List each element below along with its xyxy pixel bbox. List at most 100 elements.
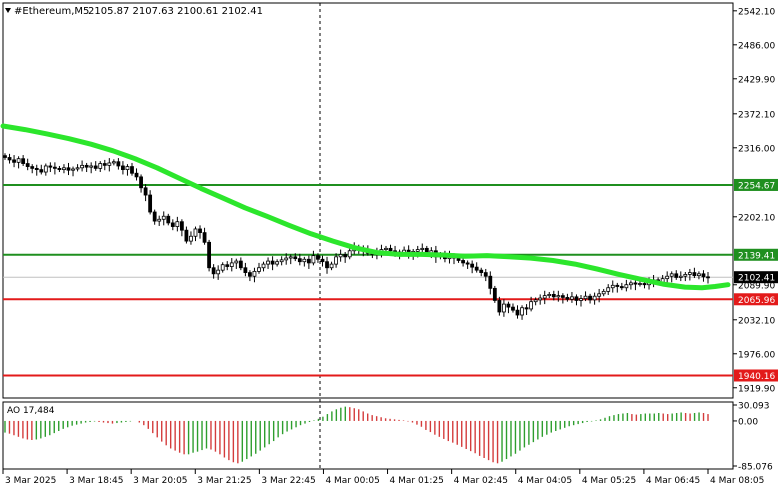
y-tick-label: 2202.10	[738, 213, 775, 223]
candle	[338, 254, 343, 258]
x-tick-label: 4 Mar 00:05	[325, 476, 379, 486]
candle	[456, 257, 461, 261]
candle	[134, 172, 139, 178]
ao-title: AO 17,484	[7, 406, 55, 416]
candle	[43, 165, 48, 173]
candle	[388, 247, 393, 252]
candle	[139, 176, 143, 189]
candle	[461, 260, 465, 264]
ao-y-tick-label: -85.076	[738, 463, 773, 473]
level-label-box	[734, 248, 778, 261]
level-label: 2254.67	[738, 181, 775, 191]
candle	[556, 295, 561, 298]
candle	[633, 282, 638, 285]
ao-y-tick-label: 30.093	[738, 402, 770, 412]
candle	[347, 250, 352, 258]
y-tick-label: 2089.90	[738, 281, 775, 291]
moving-average-line	[0, 123, 731, 291]
candle	[238, 260, 243, 269]
candle	[597, 293, 602, 297]
candle	[189, 235, 193, 242]
candle	[279, 259, 284, 263]
x-tick-label: 4 Mar 06:45	[646, 476, 700, 486]
candle	[39, 169, 44, 173]
candle	[497, 300, 502, 313]
candle	[52, 166, 57, 169]
candle	[166, 215, 171, 224]
candle	[302, 258, 307, 263]
candle	[311, 255, 316, 264]
candle	[384, 247, 388, 250]
y-tick-label: 2372.10	[738, 110, 775, 120]
candle	[619, 286, 624, 289]
y-tick-label: 2032.10	[738, 316, 775, 326]
candle	[325, 261, 329, 269]
candle	[175, 221, 180, 227]
candle	[570, 296, 574, 300]
candle	[674, 273, 679, 278]
candle	[207, 241, 211, 269]
main-pane-frame	[2, 2, 734, 399]
candle	[243, 267, 248, 273]
candle	[220, 264, 225, 271]
y-tick-label: 1919.90	[738, 384, 775, 394]
candle	[592, 295, 597, 301]
candle	[697, 273, 701, 277]
candle	[261, 263, 266, 269]
level-label-box	[734, 178, 778, 191]
candle	[547, 294, 552, 297]
candle	[610, 284, 615, 289]
candle	[252, 270, 257, 277]
candle	[225, 264, 230, 267]
y-tick-label: 2316.00	[738, 144, 775, 154]
candle	[21, 158, 26, 164]
candle	[669, 273, 674, 277]
candle	[483, 272, 488, 277]
candle	[701, 273, 706, 278]
candle	[638, 283, 642, 285]
candle	[270, 260, 275, 265]
candle	[75, 167, 80, 170]
level-label: 1940.16	[738, 372, 775, 382]
candle	[601, 290, 606, 295]
x-tick-label: 3 Mar 20:05	[133, 476, 187, 486]
candle	[329, 263, 334, 269]
candle	[116, 161, 121, 167]
candle	[80, 164, 85, 169]
candle	[615, 284, 620, 287]
candle	[665, 275, 670, 280]
candle	[511, 306, 515, 311]
dropdown-triangle-icon[interactable]	[5, 8, 11, 13]
candle	[524, 307, 529, 310]
candle	[488, 275, 493, 289]
candle	[284, 257, 289, 261]
candle	[16, 158, 21, 163]
candle	[529, 301, 534, 310]
candle	[66, 167, 71, 171]
x-tick-label: 3 Mar 18:45	[69, 476, 123, 486]
candle	[420, 247, 425, 250]
candle	[275, 261, 280, 265]
candle	[642, 283, 647, 286]
candle	[170, 222, 175, 227]
candle	[465, 262, 470, 265]
candle	[198, 228, 202, 234]
candle	[542, 295, 547, 299]
candle	[515, 309, 520, 316]
candle	[125, 166, 130, 171]
chart-ohlc: 2105.87 2107.63 2100.61 2102.41	[88, 6, 263, 17]
candle	[7, 157, 12, 161]
candle	[687, 272, 692, 275]
candle	[25, 163, 30, 167]
candle	[157, 218, 162, 222]
candle	[470, 263, 475, 268]
candle	[248, 272, 252, 277]
candle	[193, 228, 198, 237]
candle	[98, 163, 103, 169]
x-tick-label: 4 Mar 05:25	[582, 476, 636, 486]
x-tick-label: 3 Mar 21:25	[197, 476, 251, 486]
candle	[474, 266, 479, 271]
candle	[30, 166, 35, 169]
candle	[266, 260, 270, 265]
candle	[492, 287, 497, 301]
